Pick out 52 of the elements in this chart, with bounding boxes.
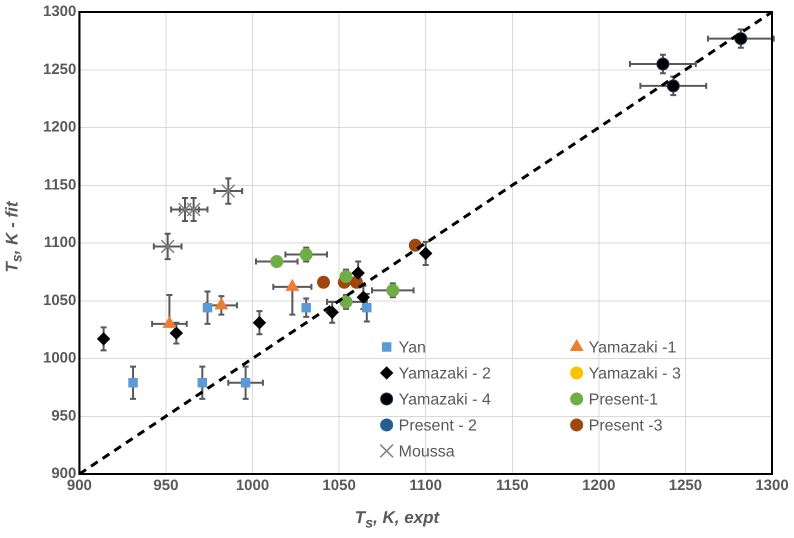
- point: [666, 79, 680, 92]
- legend-label: Present-1: [588, 391, 658, 408]
- point: [170, 326, 183, 340]
- y-tick-label: 1250: [42, 60, 76, 78]
- legend-label: Present - 2: [398, 417, 478, 434]
- point: [340, 295, 353, 308]
- legend-label: Present -3: [588, 417, 663, 434]
- x-tick-label: 1050: [322, 477, 356, 494]
- point: [340, 270, 353, 283]
- point: [656, 57, 670, 70]
- x-tick-label: 1200: [582, 477, 616, 494]
- y-tick-label: 1300: [42, 3, 76, 20]
- point: [301, 302, 311, 312]
- point: [252, 316, 266, 330]
- y-tick-label: 1150: [44, 176, 76, 194]
- y-tick-label: 1000: [42, 350, 76, 367]
- x-tick-label: 1250: [668, 477, 702, 494]
- point: [734, 32, 748, 46]
- x-tick-label: 950: [153, 477, 178, 494]
- point: [198, 378, 208, 388]
- point: [186, 202, 201, 217]
- legend-label: Yamazaki - 2: [398, 365, 491, 382]
- y-tick-label: 1200: [42, 118, 76, 136]
- point: [362, 302, 372, 312]
- legend-label: Moussa: [398, 443, 455, 460]
- point: [178, 202, 192, 217]
- legend-label: Yamazaki - 3: [588, 365, 681, 382]
- x-tick-label: 1100: [409, 477, 442, 494]
- y-tick-label: 1100: [44, 234, 76, 252]
- x-tick-label: 1150: [496, 477, 529, 494]
- point: [97, 332, 110, 346]
- y-tick-label: 1050: [42, 292, 76, 309]
- point: [300, 248, 313, 262]
- x-tick-label: 1300: [755, 477, 789, 494]
- legend-label: Yamazaki - 4: [398, 391, 491, 408]
- point: [270, 254, 284, 268]
- point: [221, 184, 236, 198]
- x-tick-label: 1000: [236, 477, 270, 494]
- point: [240, 378, 250, 388]
- point: [386, 284, 400, 297]
- legend-label: Yamazaki -1: [588, 339, 676, 356]
- point: [352, 266, 365, 280]
- point: [202, 302, 212, 312]
- point: [160, 239, 175, 254]
- point: [356, 290, 370, 304]
- point: [128, 378, 138, 388]
- point: [419, 246, 432, 260]
- point: [317, 276, 330, 289]
- point: [326, 306, 339, 319]
- y-tick-label: 950: [51, 407, 76, 424]
- legend-label: Yan: [398, 339, 426, 356]
- x-axis-title: T$_{s}$, K, expt: [354, 508, 441, 532]
